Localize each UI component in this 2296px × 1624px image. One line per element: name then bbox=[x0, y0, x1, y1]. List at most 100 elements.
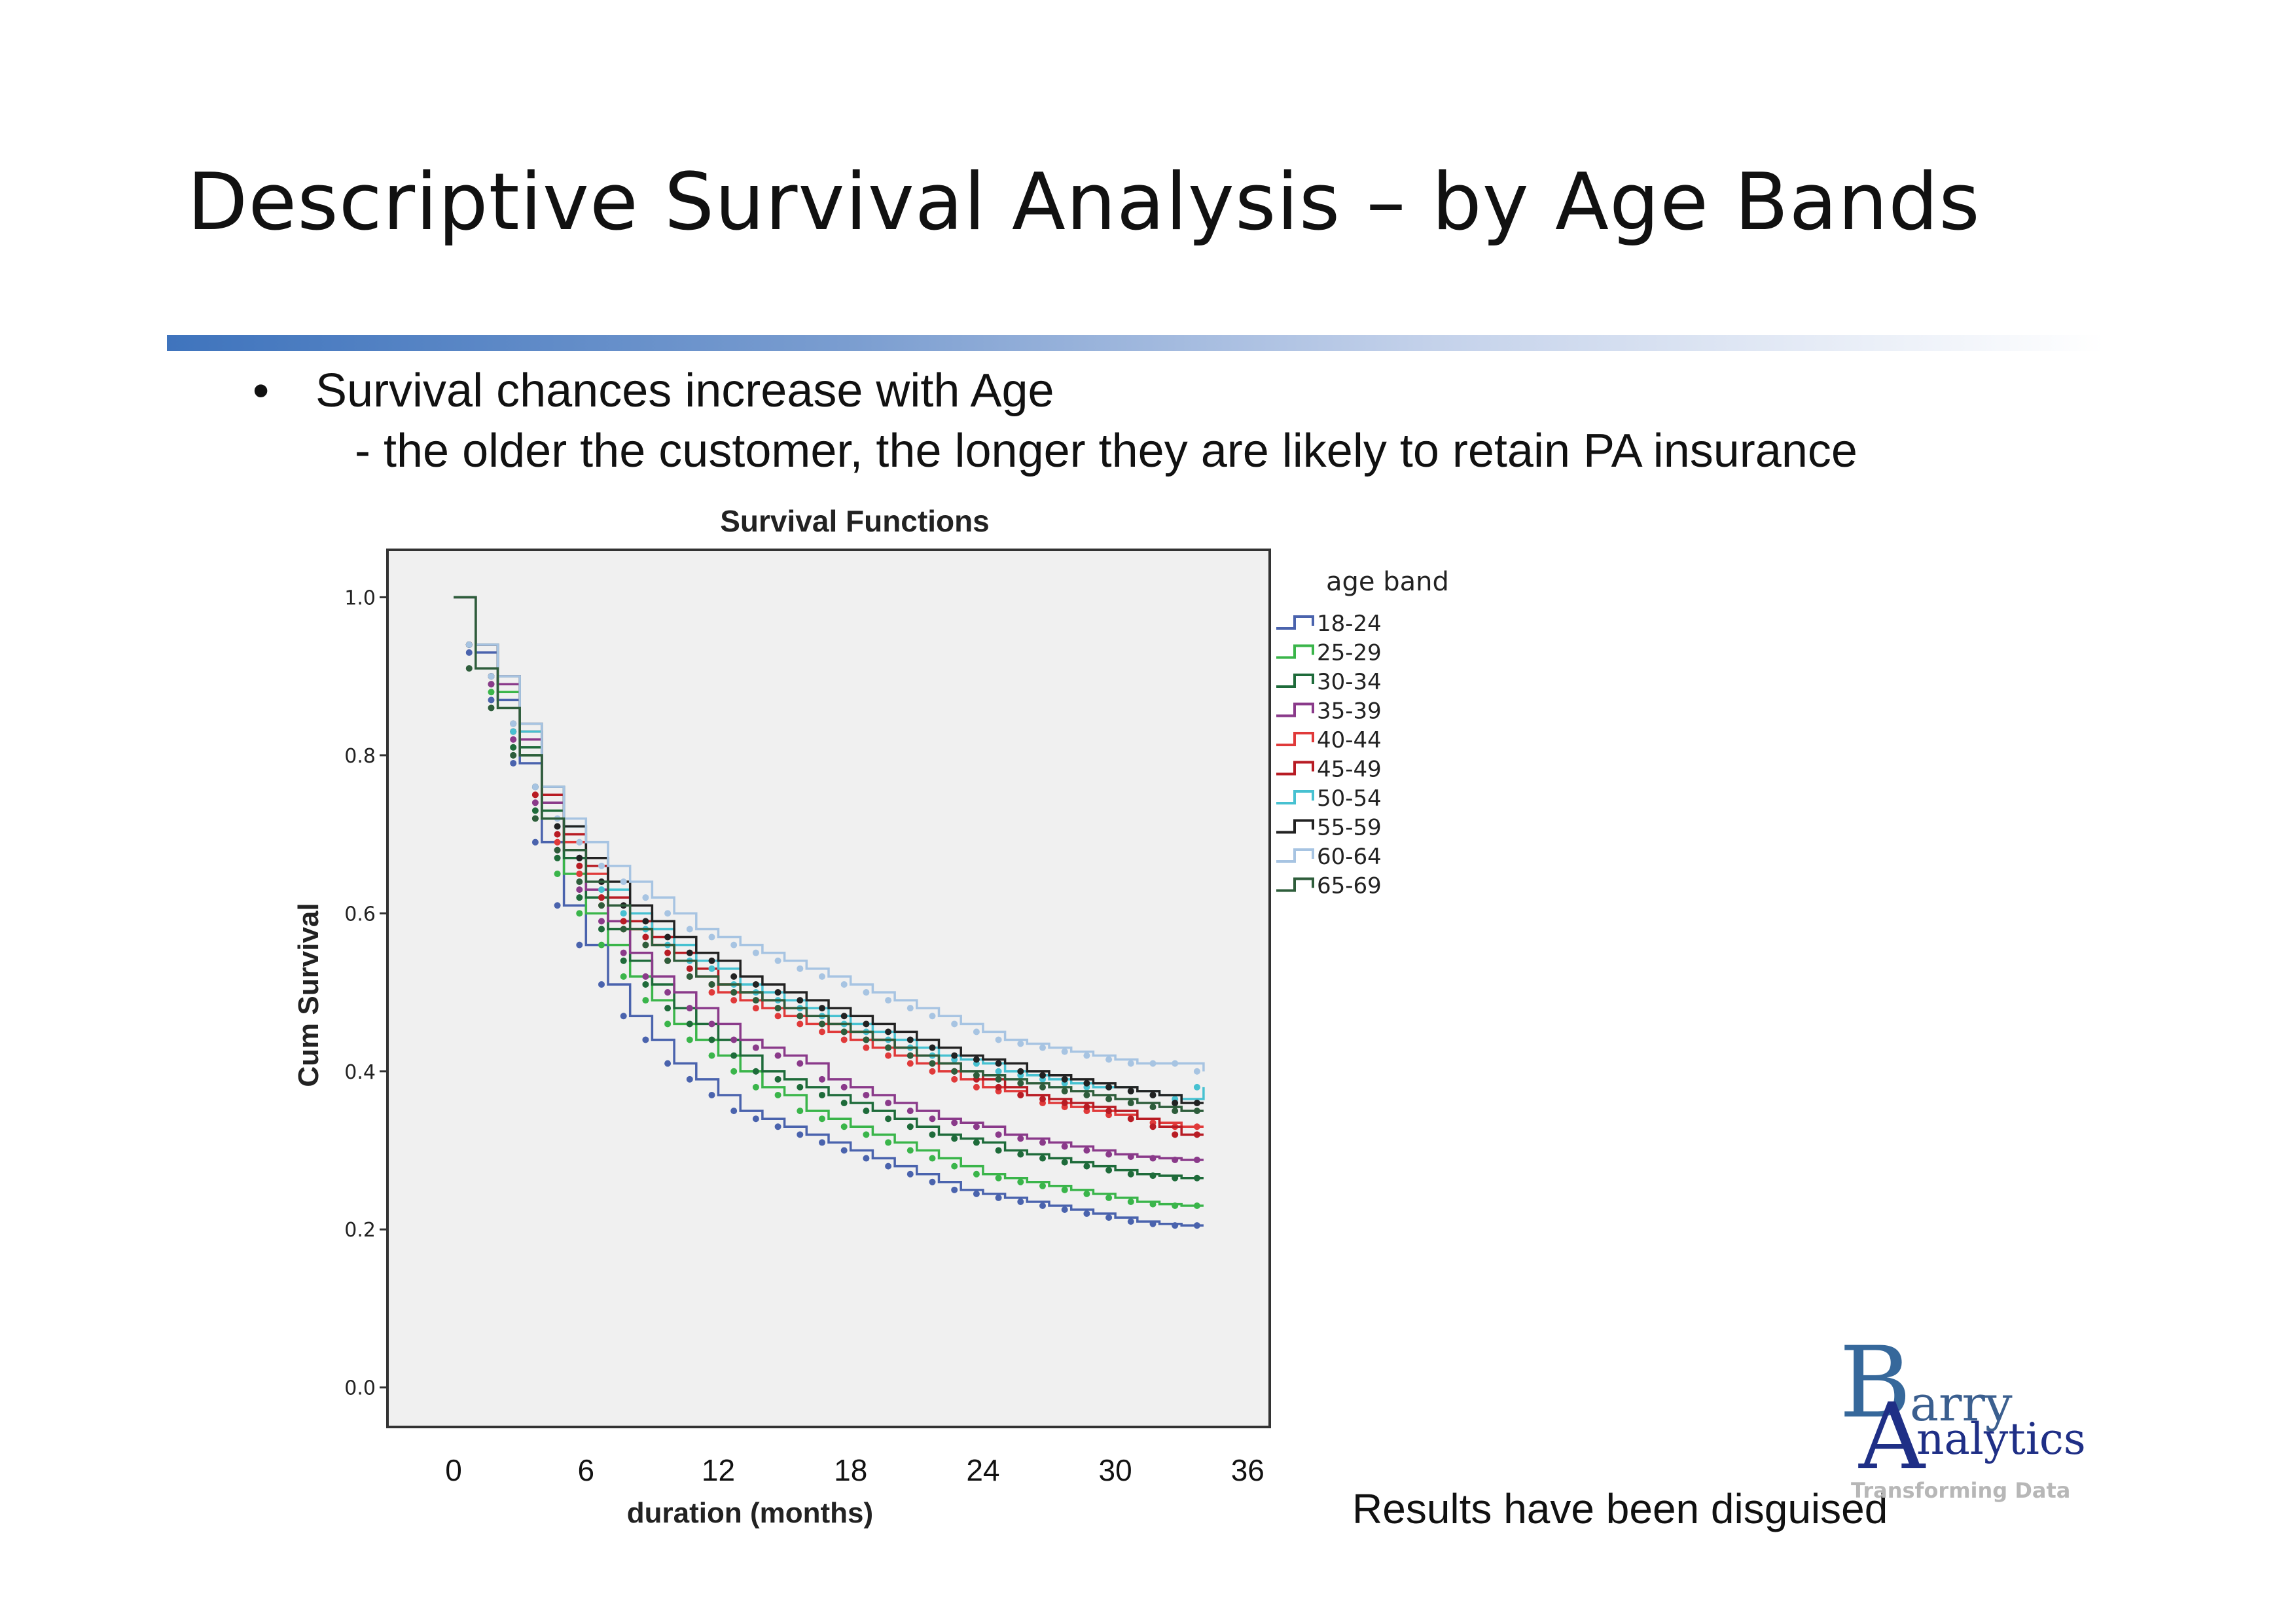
censor-point-40-44 bbox=[906, 1060, 914, 1067]
chart-title: Survival Functions bbox=[720, 504, 990, 538]
x-tick-label: 6 bbox=[578, 1453, 595, 1487]
censor-point-65-69 bbox=[642, 941, 649, 948]
censor-point-55-59 bbox=[1017, 1068, 1024, 1075]
censor-point-45-49 bbox=[995, 1083, 1002, 1091]
censor-point-25-29 bbox=[797, 1108, 804, 1115]
censor-point-30-34 bbox=[554, 854, 561, 861]
legend-label: 60-64 bbox=[1317, 844, 1382, 870]
x-axis-label: duration (months) bbox=[627, 1497, 873, 1529]
censor-point-18-24 bbox=[1083, 1210, 1090, 1218]
censor-point-25-29 bbox=[973, 1170, 980, 1178]
censor-point-60-64 bbox=[510, 720, 517, 727]
legend-label: 35-39 bbox=[1317, 698, 1382, 725]
censor-point-25-29 bbox=[554, 870, 561, 877]
censor-point-30-34 bbox=[1172, 1174, 1179, 1182]
censor-point-55-59 bbox=[686, 949, 693, 956]
censor-point-30-34 bbox=[1083, 1163, 1090, 1170]
censor-point-50-54 bbox=[620, 910, 627, 917]
x-tick-label: 18 bbox=[834, 1453, 867, 1487]
censor-point-30-34 bbox=[752, 1068, 759, 1075]
legend-label: 45-49 bbox=[1317, 757, 1382, 783]
x-tick-label: 30 bbox=[1099, 1453, 1132, 1487]
censor-point-65-69 bbox=[863, 1036, 870, 1043]
censor-point-40-44 bbox=[554, 839, 561, 846]
censor-point-65-69 bbox=[951, 1068, 958, 1075]
legend-swatch-25-29 bbox=[1276, 644, 1314, 659]
censor-point-40-44 bbox=[973, 1083, 980, 1091]
x-tick-label: 12 bbox=[702, 1453, 735, 1487]
censor-point-25-29 bbox=[576, 910, 583, 917]
censor-point-60-64 bbox=[488, 673, 495, 680]
censor-point-25-29 bbox=[642, 997, 649, 1004]
censor-point-25-29 bbox=[1105, 1194, 1113, 1201]
censor-point-60-64 bbox=[1172, 1060, 1179, 1067]
censor-point-35-39 bbox=[1039, 1139, 1046, 1146]
censor-point-30-34 bbox=[1061, 1159, 1068, 1166]
censor-point-55-59 bbox=[1061, 1075, 1068, 1083]
censor-point-35-39 bbox=[510, 736, 517, 743]
censor-point-18-24 bbox=[995, 1194, 1002, 1201]
censor-point-40-44 bbox=[929, 1068, 936, 1075]
y-tick-label: 0.4 bbox=[344, 1061, 376, 1084]
censor-point-40-44 bbox=[863, 1044, 870, 1051]
censor-point-35-39 bbox=[730, 1036, 738, 1043]
censor-point-30-34 bbox=[951, 1135, 958, 1142]
legend-label: 25-29 bbox=[1317, 640, 1382, 666]
censor-point-18-24 bbox=[1172, 1222, 1179, 1229]
censor-point-35-39 bbox=[973, 1123, 980, 1130]
censor-point-60-64 bbox=[797, 965, 804, 972]
censor-point-40-44 bbox=[797, 1020, 804, 1028]
censor-point-55-59 bbox=[774, 989, 781, 996]
censor-point-60-64 bbox=[1149, 1060, 1157, 1067]
censor-point-45-49 bbox=[531, 791, 539, 799]
censor-point-55-59 bbox=[797, 997, 804, 1004]
censor-point-60-64 bbox=[598, 862, 605, 869]
censor-point-30-34 bbox=[686, 1020, 693, 1028]
censor-point-60-64 bbox=[708, 933, 715, 941]
censor-point-25-29 bbox=[620, 973, 627, 980]
censor-point-55-59 bbox=[1127, 1087, 1134, 1094]
censor-point-18-24 bbox=[973, 1190, 980, 1197]
censor-point-35-39 bbox=[797, 1060, 804, 1067]
legend-swatch-45-49 bbox=[1276, 761, 1314, 776]
plot-area bbox=[386, 549, 1271, 1428]
censor-point-65-69 bbox=[1193, 1108, 1200, 1115]
censor-point-65-69 bbox=[664, 957, 672, 964]
logo-word-top: arry bbox=[1910, 1376, 2013, 1432]
legend-title: age band bbox=[1326, 567, 1449, 597]
censor-point-45-49 bbox=[620, 918, 627, 925]
censor-point-65-69 bbox=[531, 815, 539, 822]
censor-point-25-29 bbox=[598, 941, 605, 948]
censor-point-30-34 bbox=[1105, 1166, 1113, 1174]
censor-point-45-49 bbox=[1017, 1091, 1024, 1098]
censor-point-18-24 bbox=[863, 1155, 870, 1162]
censor-point-55-59 bbox=[1039, 1072, 1046, 1079]
censor-point-40-44 bbox=[730, 997, 738, 1004]
censor-point-35-39 bbox=[1061, 1143, 1068, 1150]
censor-point-18-24 bbox=[774, 1123, 781, 1130]
censor-point-60-64 bbox=[885, 997, 892, 1004]
censor-point-35-39 bbox=[1149, 1155, 1157, 1162]
censor-point-35-39 bbox=[664, 989, 672, 996]
censor-point-30-34 bbox=[1017, 1151, 1024, 1158]
censor-point-65-69 bbox=[510, 751, 517, 759]
censor-point-25-29 bbox=[906, 1147, 914, 1154]
legend-label: 40-44 bbox=[1317, 727, 1382, 753]
x-tick-label: 36 bbox=[1231, 1453, 1265, 1487]
censor-point-40-44 bbox=[708, 989, 715, 996]
censor-point-18-24 bbox=[819, 1139, 825, 1146]
censor-point-65-69 bbox=[576, 878, 583, 886]
y-axis-label: Cum Survival bbox=[293, 903, 325, 1087]
censor-point-60-64 bbox=[1039, 1044, 1046, 1051]
censor-point-55-59 bbox=[863, 1020, 870, 1028]
legend-label: 50-54 bbox=[1317, 785, 1382, 812]
legend-label: 18-24 bbox=[1317, 611, 1382, 637]
censor-point-45-49 bbox=[1105, 1108, 1113, 1115]
y-tick-label: 1.0 bbox=[344, 586, 376, 609]
censor-point-35-39 bbox=[686, 1005, 693, 1012]
censor-point-45-49 bbox=[1039, 1096, 1046, 1103]
censor-point-25-29 bbox=[951, 1163, 958, 1170]
censor-point-35-39 bbox=[531, 799, 539, 806]
y-tick-label: 0.2 bbox=[344, 1219, 376, 1242]
censor-point-35-39 bbox=[576, 886, 583, 893]
